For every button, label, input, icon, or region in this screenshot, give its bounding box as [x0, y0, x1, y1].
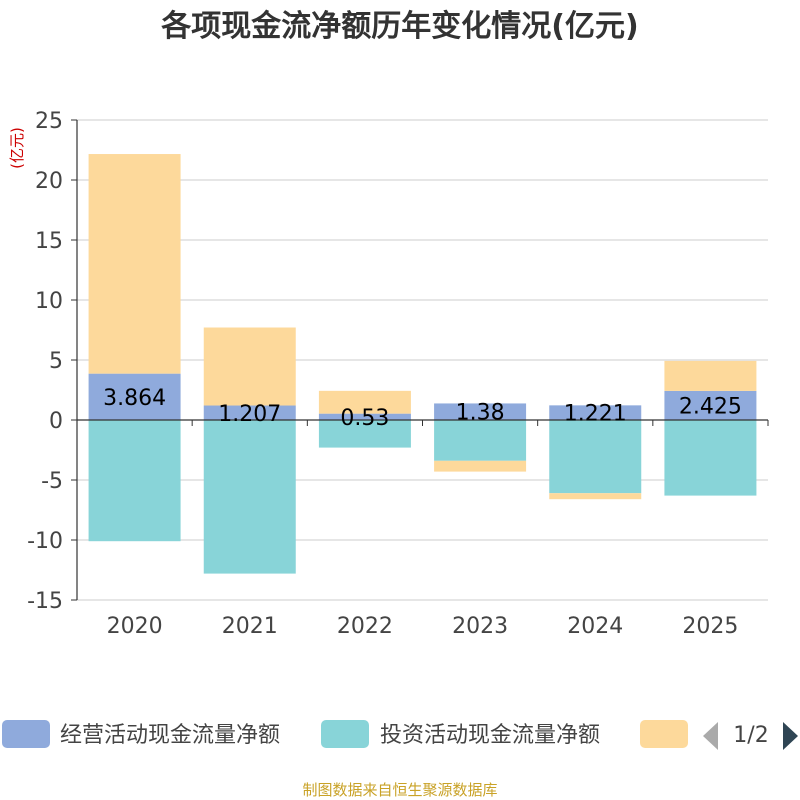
x-tick-label: 2021: [222, 614, 278, 639]
x-tick-label: 2025: [682, 614, 738, 639]
bar-2025-series-0[interactable]: [664, 390, 757, 420]
legend-prev-icon[interactable]: [703, 722, 718, 750]
legend-swatch-2[interactable]: [640, 720, 688, 748]
bar-2025-series-2[interactable]: [664, 360, 757, 391]
y-tick-label: 20: [35, 169, 63, 194]
bar-2023-series-2[interactable]: [434, 460, 527, 472]
y-axis-unit: (亿元): [8, 127, 26, 169]
bar-2022-series-2[interactable]: [318, 390, 411, 414]
y-tick-label: 5: [49, 349, 63, 374]
x-tick-label: 2020: [107, 614, 163, 639]
bar-2024-series-0[interactable]: [549, 405, 642, 420]
data-labels: 3.864 1.207 0.53 1.38 1.221 2.425: [103, 386, 742, 431]
bar-2023-series-1[interactable]: [434, 420, 527, 461]
legend-label-0[interactable]: 经营活动现金流量净额: [60, 723, 280, 748]
legend-swatch-1[interactable]: [321, 720, 369, 748]
grid-lines: [77, 119, 768, 601]
legend-next-icon[interactable]: [783, 722, 798, 750]
bars: [88, 154, 757, 574]
bar-2020-series-0[interactable]: [88, 373, 181, 420]
bar-2020-series-1[interactable]: [88, 420, 181, 542]
data-label: 2.425: [679, 394, 742, 419]
y-tick-label: -10: [27, 529, 63, 554]
legend-swatch-0[interactable]: [2, 720, 50, 748]
x-tick-label: 2022: [337, 614, 393, 639]
y-tick-label: 15: [35, 229, 63, 254]
chart-title: 各项现金流净额历年变化情况(亿元): [160, 9, 638, 44]
bar-2023-series-0[interactable]: [434, 403, 527, 420]
source-note: 制图数据来自恒生聚源数据库: [302, 781, 497, 799]
y-tick-label: -5: [41, 469, 63, 494]
legend: 经营活动现金流量净额 投资活动现金流量净额 1/2: [2, 720, 798, 750]
bar-2021-series-1[interactable]: [203, 420, 296, 574]
data-label: 0.53: [340, 406, 389, 431]
data-label: 1.207: [218, 402, 281, 427]
data-label: 1.221: [564, 402, 627, 427]
data-label: 1.38: [456, 401, 505, 426]
x-tick-label: 2024: [567, 614, 623, 639]
y-tick-label: 10: [35, 289, 63, 314]
legend-pager: 1/2: [733, 723, 768, 748]
legend-label-1[interactable]: 投资活动现金流量净额: [380, 723, 600, 748]
y-tick-label: 25: [35, 109, 63, 134]
bar-2024-series-1[interactable]: [549, 420, 642, 494]
bar-2021-series-0[interactable]: [203, 405, 296, 420]
y-tick-label: -15: [27, 589, 63, 614]
data-label: 3.864: [103, 386, 166, 411]
bar-2024-series-2[interactable]: [549, 493, 642, 500]
y-tick-label: 0: [49, 409, 63, 434]
bar-2022-series-0[interactable]: [318, 413, 411, 420]
bar-2025-series-1[interactable]: [664, 420, 757, 496]
bar-2020-series-2[interactable]: [88, 154, 181, 374]
bar-2021-series-2[interactable]: [203, 327, 296, 406]
x-tick-label: 2023: [452, 614, 508, 639]
bar-2022-series-1[interactable]: [318, 420, 411, 448]
axes: 25 20 15 10 5 0 -5 -10 -15 2020 2021 2022 2023 2024 20…: [27, 109, 769, 639]
